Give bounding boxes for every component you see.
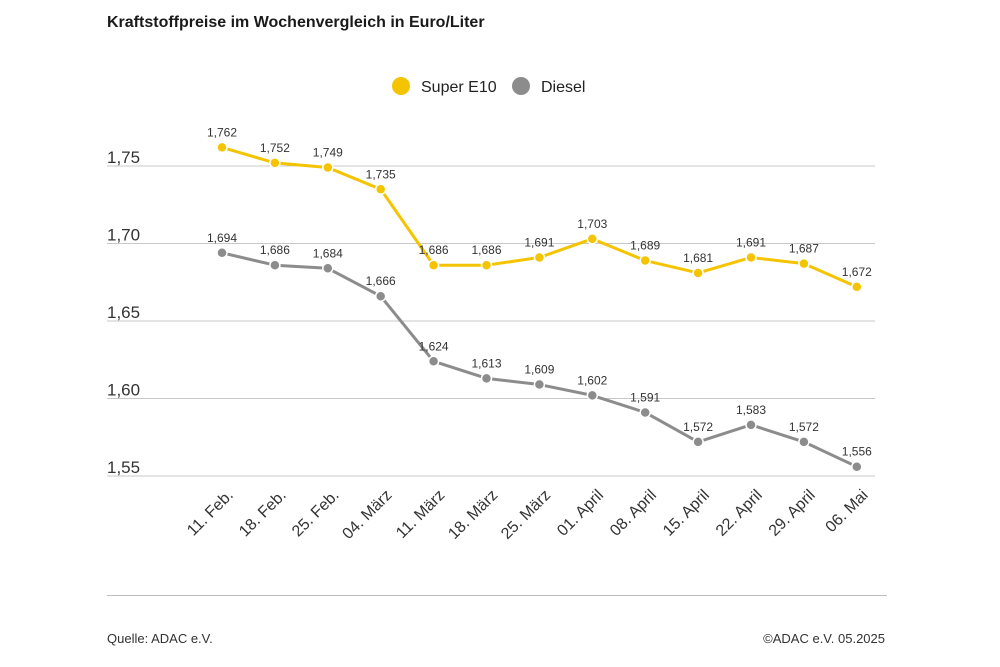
data-point-super-e10	[586, 233, 599, 245]
data-label-diesel: 1,666	[366, 274, 396, 288]
data-label-diesel: 1,609	[524, 363, 554, 377]
data-label-diesel: 1,591	[630, 390, 660, 404]
data-point-diesel	[639, 406, 651, 419]
data-label-super-e10: 1,691	[524, 235, 554, 249]
series-line-diesel	[220, 251, 859, 469]
data-point-super-e10	[427, 259, 440, 271]
data-label-super-e10: 1,681	[683, 251, 713, 265]
data-point-diesel	[269, 259, 281, 271]
x-tick-label: 18. März	[445, 487, 501, 543]
x-tick-label: 11. März	[393, 487, 448, 542]
legend-marker-super-e10	[392, 77, 410, 95]
data-point-diesel	[533, 378, 546, 391]
y-tick-label: 1,75	[107, 148, 140, 167]
data-point-super-e10	[322, 161, 334, 174]
data-point-diesel	[692, 436, 704, 448]
data-point-super-e10	[269, 157, 281, 169]
y-tick-label: 1,60	[107, 381, 140, 400]
data-label-super-e10: 1,686	[471, 243, 501, 257]
x-tick-label: 25. Feb.	[289, 487, 343, 541]
y-tick-label: 1,70	[107, 226, 140, 245]
data-point-diesel	[798, 436, 810, 448]
data-point-super-e10	[639, 254, 651, 267]
data-point-diesel	[427, 355, 440, 368]
data-label-diesel: 1,686	[260, 243, 290, 257]
copyright-note: ©ADAC e.V. 05.2025	[763, 631, 885, 646]
data-label-super-e10: 1,672	[842, 265, 872, 279]
data-label-super-e10: 1,752	[260, 141, 290, 155]
data-label-diesel: 1,583	[736, 403, 766, 417]
data-label-diesel: 1,572	[789, 420, 819, 434]
data-label-diesel: 1,694	[207, 231, 237, 245]
data-point-super-e10	[480, 259, 493, 271]
x-tick-label: 29. April	[766, 487, 819, 540]
legend-label-diesel: Diesel	[541, 79, 585, 96]
source-note: Quelle: ADAC e.V.	[107, 631, 213, 646]
data-label-super-e10: 1,762	[207, 125, 237, 139]
x-tick-label: 18. Feb.	[236, 487, 290, 541]
footer-divider	[107, 595, 887, 596]
data-point-super-e10	[216, 141, 228, 154]
data-point-super-e10	[745, 251, 757, 264]
data-label-diesel: 1,602	[577, 373, 607, 387]
gridlines	[107, 165, 875, 477]
legend-label-super-e10: Super E10	[421, 79, 497, 96]
x-tick-label: 06. Mai	[823, 487, 872, 536]
data-point-diesel	[745, 419, 757, 431]
data-label-super-e10: 1,691	[736, 235, 766, 249]
data-label-super-e10: 1,687	[789, 242, 819, 256]
data-label-super-e10: 1,686	[419, 243, 449, 257]
data-label-diesel: 1,572	[683, 420, 713, 434]
data-point-super-e10	[851, 281, 863, 293]
data-label-diesel: 1,624	[419, 339, 449, 353]
legend-marker-diesel	[512, 77, 530, 95]
x-tick-label: 08. April	[607, 487, 660, 540]
data-point-diesel	[480, 372, 493, 385]
data-label-super-e10: 1,735	[366, 167, 396, 181]
data-label-super-e10: 1,689	[630, 239, 660, 253]
legend: Super E10 Diesel	[392, 77, 585, 96]
data-point-super-e10	[692, 267, 704, 279]
data-label-diesel: 1,684	[313, 246, 343, 260]
data-point-diesel	[216, 247, 228, 259]
data-point-super-e10	[798, 257, 810, 270]
series-line-super-e10	[220, 145, 859, 289]
data-label-diesel: 1,613	[471, 356, 501, 370]
x-tick-label: 15. April	[660, 487, 713, 540]
data-label-super-e10: 1,703	[577, 217, 607, 231]
chart-title: Kraftstoffpreise im Wochenvergleich in E…	[107, 14, 485, 31]
y-tick-label: 1,65	[107, 303, 140, 322]
data-point-diesel	[374, 290, 387, 302]
series-layer: 1,762 1,752 1,749 1,735 1,686 1,686 1,691 1,703…	[207, 125, 872, 473]
data-label-diesel: 1,556	[842, 445, 872, 459]
x-tick-label: 04. März	[339, 487, 395, 543]
x-tick-label: 11. Feb.	[184, 487, 237, 540]
y-tick-label: 1,55	[107, 458, 140, 477]
data-label-super-e10: 1,749	[313, 146, 343, 160]
x-tick-label: 01. April	[554, 487, 607, 540]
data-point-diesel	[322, 262, 334, 275]
y-axis-labels: 1,55 1,60 1,65 1,70 1,75	[107, 148, 140, 477]
x-tick-label: 25. März	[498, 487, 554, 543]
data-point-super-e10	[533, 251, 546, 264]
data-point-super-e10	[374, 183, 387, 195]
x-tick-label: 22. April	[713, 487, 766, 540]
data-point-diesel	[851, 460, 863, 473]
data-point-diesel	[586, 389, 599, 402]
